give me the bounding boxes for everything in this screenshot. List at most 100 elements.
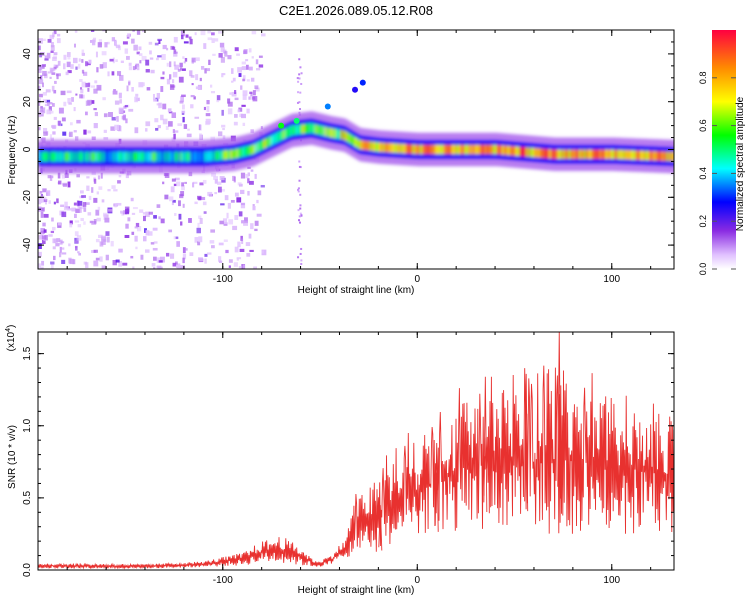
noise-cell: [50, 45, 55, 52]
noise-cell: [247, 178, 250, 184]
noise-cell: [218, 256, 222, 262]
y-tick-label: 1.0: [22, 418, 33, 432]
noise-cell: [255, 87, 260, 92]
noise-cell: [83, 261, 88, 265]
noise-cell: [60, 90, 66, 96]
noise-cell: [198, 196, 202, 201]
noise-cell: [206, 68, 211, 72]
noise-cell: [57, 222, 61, 226]
noise-cell: [168, 121, 173, 127]
noise-cell: [240, 189, 245, 195]
noise-cell: [41, 38, 46, 41]
noise-cell: [172, 199, 176, 203]
noise-cell: [156, 103, 161, 106]
noise-cell: [132, 207, 138, 210]
colorbar: 0.0 0.2 0.4 0.6 0.8 Normalized spectral ampl…: [698, 30, 746, 275]
noise-cell: [61, 241, 65, 244]
noise-cell: [298, 58, 301, 61]
noise-cell: [81, 69, 85, 74]
noise-cell: [43, 127, 48, 134]
noise-cell: [237, 67, 242, 73]
noise-cell: [101, 51, 107, 56]
noise-cell: [131, 212, 136, 215]
noise-cell: [73, 107, 76, 112]
y-tick-label: -20: [22, 190, 33, 205]
noise-cell: [298, 235, 301, 238]
noise-cell: [166, 78, 171, 85]
noise-cell: [247, 166, 251, 169]
noise-cell: [239, 248, 245, 252]
x-tick-label: 0: [414, 274, 420, 285]
x-tick-label: 0: [414, 575, 420, 586]
noise-cell: [121, 115, 126, 120]
noise-cell: [53, 116, 57, 120]
noise-cell: [43, 229, 47, 233]
noise-cell: [228, 265, 231, 268]
noise-cell: [171, 137, 176, 142]
noise-cell: [299, 66, 302, 69]
noise-cell: [246, 252, 251, 257]
noise-cell: [254, 228, 258, 232]
noise-cell: [149, 50, 152, 55]
noise-cell: [104, 217, 110, 223]
noise-cell: [136, 30, 141, 35]
noise-cell: [217, 186, 222, 193]
noise-cell: [122, 262, 128, 266]
noise-cell: [41, 107, 46, 114]
noise-cell: [44, 58, 49, 61]
noise-cell: [250, 92, 253, 97]
noise-cell: [251, 56, 254, 59]
y-tick-label: 0.5: [22, 490, 33, 504]
colorbar-ticks: 0.0 0.2 0.4 0.6 0.8: [698, 72, 736, 275]
noise-cell: [257, 190, 262, 196]
noise-cell: [109, 58, 114, 62]
noise-cell: [175, 261, 178, 265]
noise-cell: [39, 75, 43, 80]
noise-cell: [299, 166, 302, 169]
noise-cell: [212, 53, 216, 56]
noise-cell: [64, 173, 69, 178]
noise-cell: [158, 260, 163, 263]
noise-cell: [83, 71, 88, 76]
noise-cell: [156, 204, 161, 208]
noise-cell: [234, 246, 239, 253]
noise-cell: [61, 117, 66, 122]
noise-cell: [228, 219, 234, 225]
noise-cell: [155, 127, 159, 131]
noise-cell: [152, 227, 158, 231]
noise-cell: [234, 215, 239, 220]
noise-cell: [132, 66, 136, 71]
noise-cell: [298, 165, 301, 168]
noise-cell: [99, 64, 104, 69]
spectral-blob: [324, 103, 331, 110]
spectral-blob: [293, 117, 300, 124]
noise-cell: [232, 77, 236, 82]
snr-panel: -100 0 100 0.0 0.5 1.0 1.5 Height of straight …: [5, 325, 675, 596]
noise-cell: [40, 207, 44, 212]
noise-cell: [135, 93, 139, 97]
noise-cell: [101, 235, 107, 241]
noise-cell: [63, 101, 67, 107]
noise-cell: [111, 116, 116, 121]
noise-cell: [188, 36, 192, 40]
noise-cell: [145, 230, 150, 236]
noise-cell: [50, 41, 54, 48]
noise-cell: [136, 51, 140, 55]
noise-cell: [221, 109, 224, 116]
noise-cell: [159, 256, 165, 263]
colorbar-tick-label: 0.8: [698, 72, 708, 85]
noise-cell: [298, 77, 301, 80]
noise-cell: [249, 249, 254, 252]
spectrogram-panel: -100 0 100 -40 -20 0 20 40 Height of straight l…: [7, 29, 675, 296]
noise-cell: [190, 94, 195, 98]
noise-cell: [222, 218, 228, 225]
noise-cell: [207, 37, 213, 41]
noise-cell: [182, 116, 185, 123]
noise-cell: [158, 266, 163, 269]
noise-cell: [227, 108, 233, 115]
noise-cell: [166, 47, 169, 51]
noise-cell: [79, 205, 85, 210]
noise-cell: [185, 34, 189, 38]
noise-cell: [53, 30, 57, 35]
noise-cell: [245, 64, 249, 70]
